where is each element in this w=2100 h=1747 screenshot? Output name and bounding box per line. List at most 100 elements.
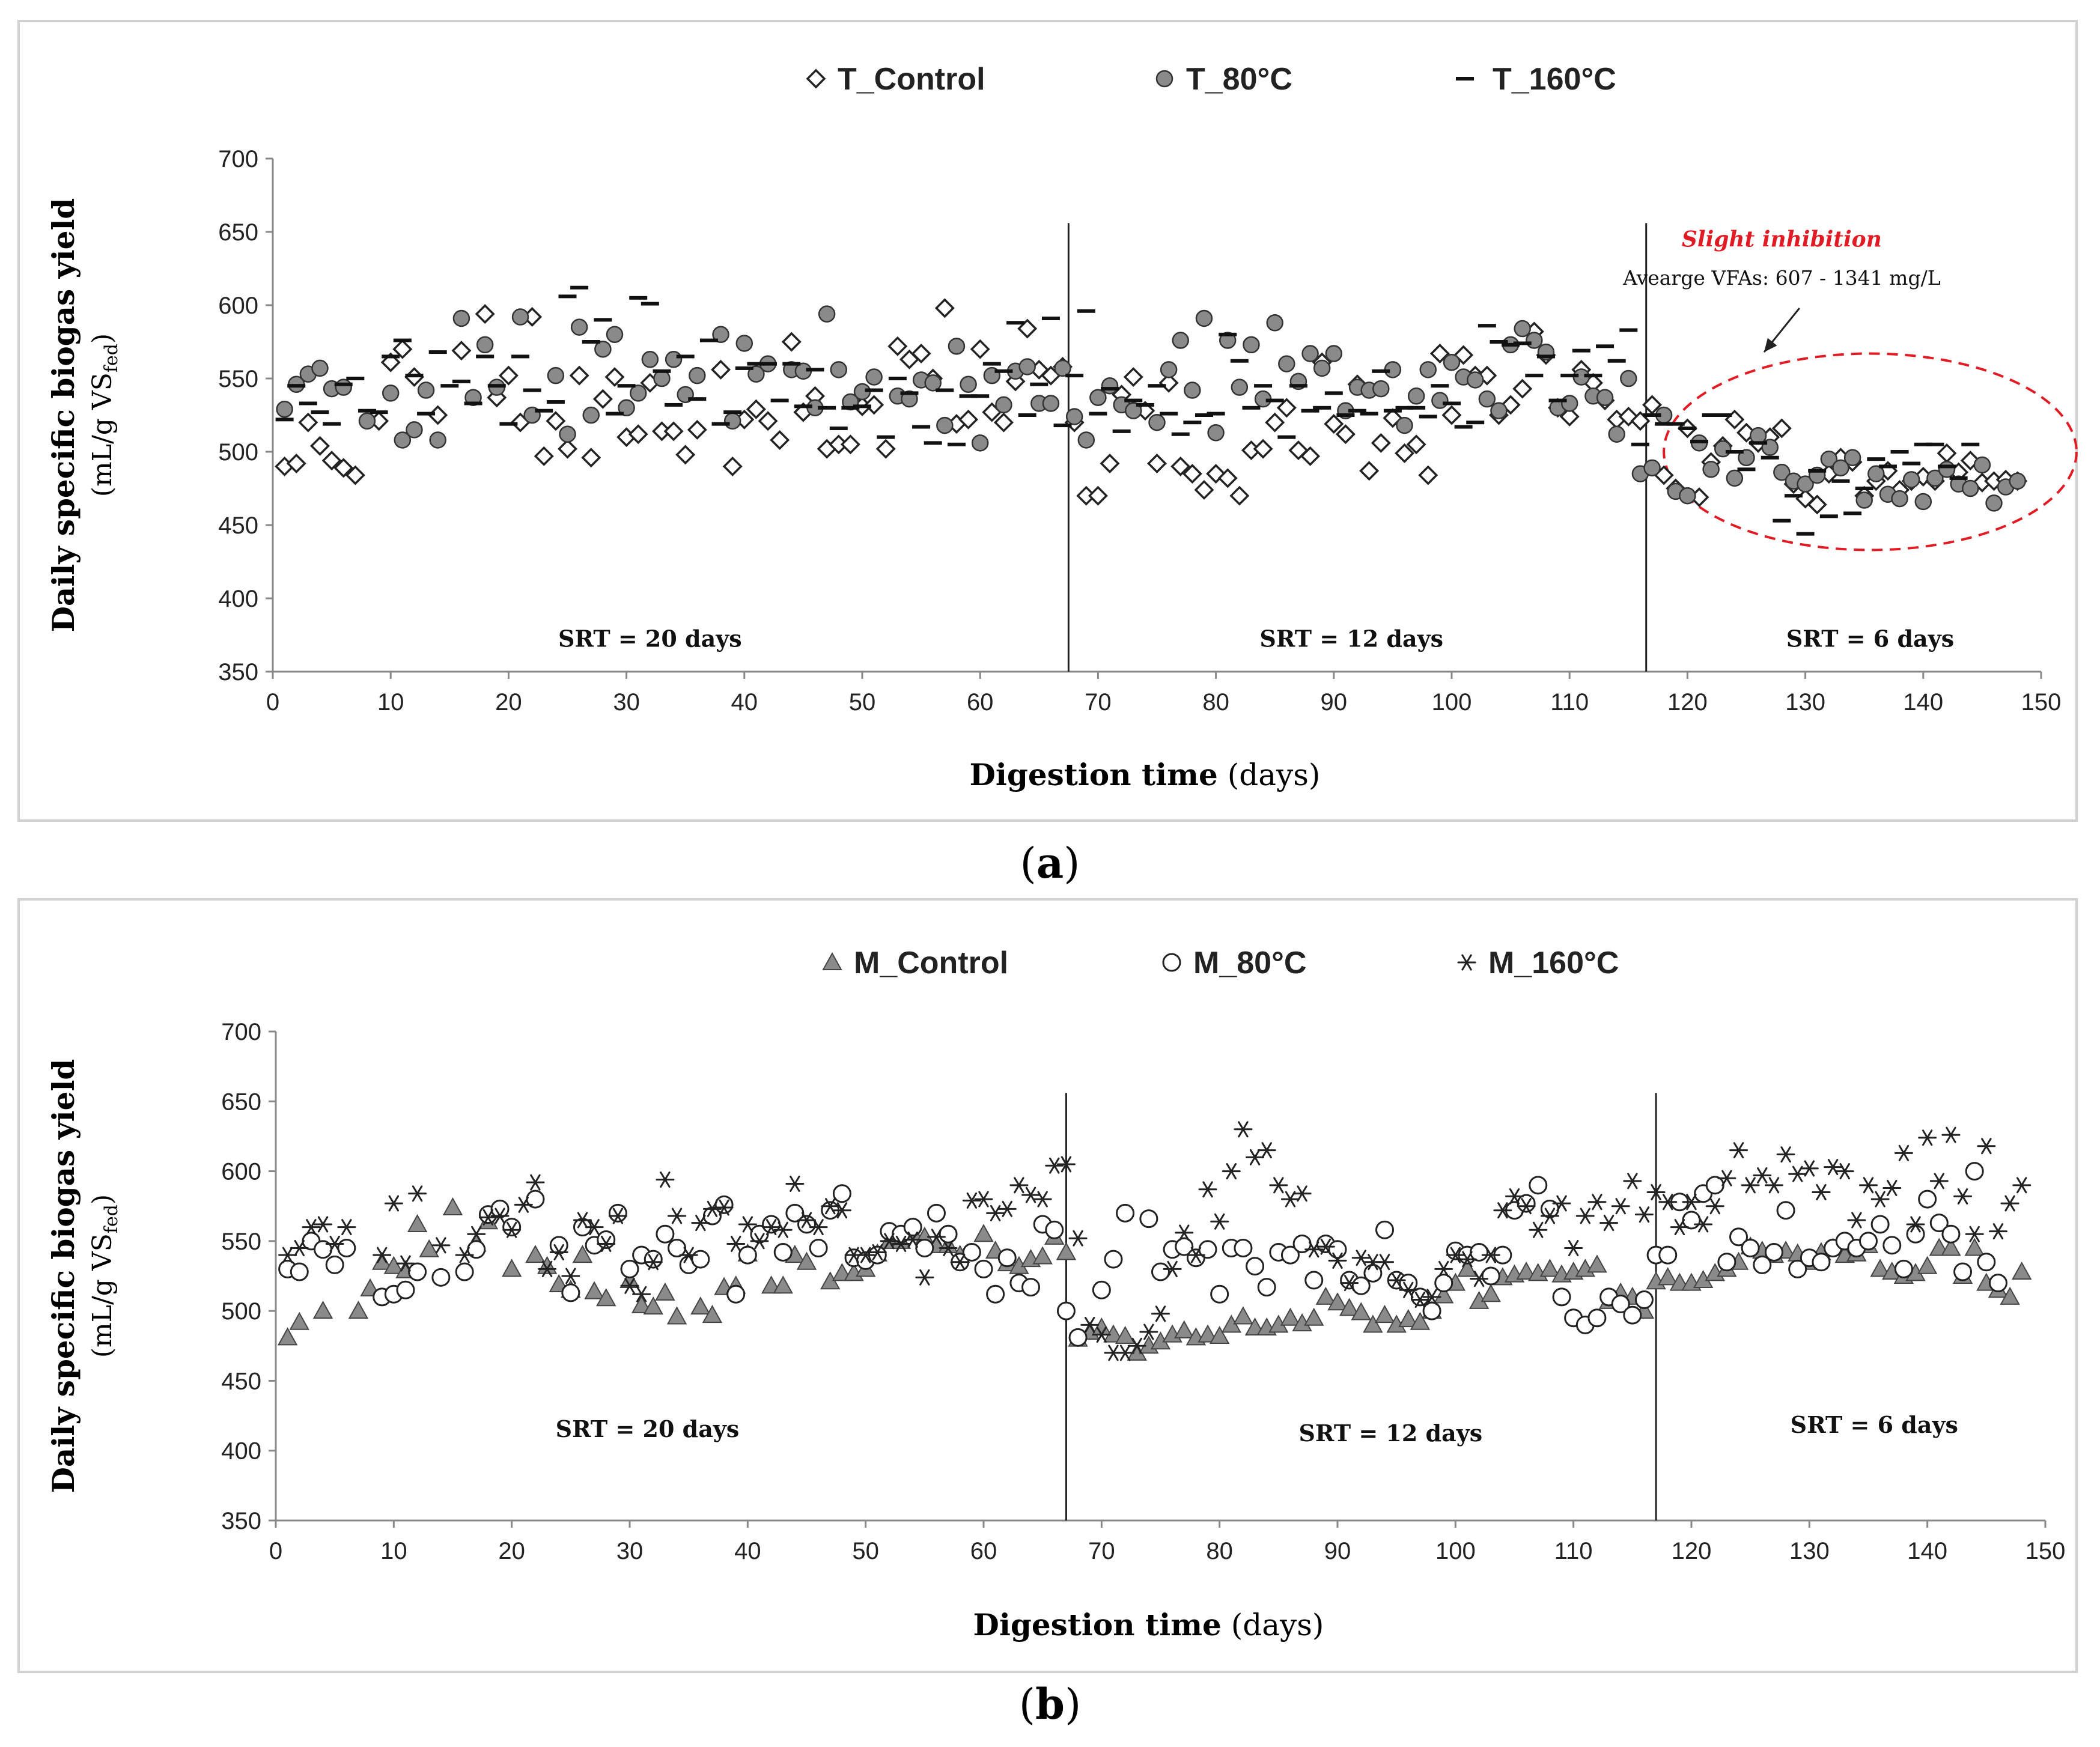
data-point [1855, 491, 1873, 509]
inhibition-ellipse [1663, 352, 2078, 551]
data-point [1077, 309, 1095, 313]
data-point [702, 1200, 722, 1217]
data-point [337, 1219, 356, 1236]
data-point [1265, 398, 1284, 403]
data-point [1870, 1215, 1890, 1234]
data-point [1926, 469, 1944, 487]
data-point [312, 1301, 333, 1319]
data-point [773, 1242, 793, 1262]
data-point [1101, 377, 1119, 395]
data-point [1065, 408, 1083, 425]
data-point [864, 395, 884, 415]
y-tick-label: 450 [218, 512, 258, 539]
data-point [1608, 425, 1625, 443]
data-point [711, 422, 730, 426]
data-point [628, 424, 648, 445]
data-point [1867, 465, 1885, 482]
data-point [1410, 1292, 1429, 1308]
data-point [455, 1247, 474, 1263]
data-point [606, 326, 624, 344]
data-point [498, 365, 519, 386]
data-point [1552, 1195, 1571, 1212]
data-point [936, 388, 954, 392]
data-point [865, 388, 883, 392]
data-point [1552, 1287, 1571, 1307]
data-point [1490, 402, 1508, 419]
data-point [841, 406, 860, 410]
x-tick-label: 80 [1202, 689, 1229, 716]
data-point [782, 362, 801, 366]
data-point [1973, 456, 1991, 474]
data-point [1103, 1324, 1124, 1343]
data-point [1902, 471, 1920, 488]
panel-label-b-open: ( [1018, 1680, 1036, 1729]
y-tick-label: 650 [221, 1089, 261, 1115]
data-point [1560, 395, 1578, 412]
data-point [689, 366, 706, 384]
data-point [1372, 369, 1390, 373]
data-point [773, 1275, 793, 1294]
data-point [1195, 413, 1213, 417]
y-tick-label: 400 [221, 1438, 261, 1465]
data-point [1575, 1208, 1595, 1224]
data-point [1301, 409, 1319, 413]
data-point [618, 399, 635, 417]
x-tick-label: 30 [616, 1538, 644, 1564]
data-point [526, 1174, 545, 1191]
data-point [451, 341, 472, 361]
data-point [1186, 1247, 1205, 1263]
data-point [1620, 369, 1637, 387]
y-tick-label: 350 [221, 1508, 261, 1534]
data-point [511, 354, 530, 359]
data-point [1611, 1295, 1630, 1314]
data-point [1182, 464, 1202, 484]
data-point [1859, 1177, 1878, 1194]
data-point [431, 1268, 451, 1287]
data-point [1371, 433, 1391, 453]
y-axis-unit: (mL/g VSfed) [87, 333, 122, 497]
x-tick-label: 120 [1667, 689, 1708, 716]
data-point [1572, 348, 1590, 353]
data-point [1030, 382, 1048, 386]
data-point [1634, 1290, 1654, 1310]
data-point [1243, 336, 1260, 354]
data-point [1470, 1271, 1489, 1287]
data-point [939, 1239, 958, 1256]
data-point [1042, 395, 1060, 412]
data-point [1139, 1209, 1158, 1229]
data-point [723, 410, 742, 415]
data-point [276, 400, 293, 418]
data-point [597, 1236, 616, 1253]
data-point [1313, 406, 1332, 410]
annotation-text: Avearge VFAs: 607 - 1341 mg/L [1622, 266, 1941, 290]
data-point [417, 412, 436, 416]
data-point [1929, 1214, 1949, 1233]
legend-marker [1457, 954, 1476, 971]
data-point [1587, 1308, 1607, 1328]
data-point [1339, 1298, 1360, 1316]
srt-label: SRT = 20 days [556, 1415, 740, 1442]
data-point [417, 381, 435, 399]
data-point [1705, 1198, 1724, 1215]
data-point [794, 404, 812, 409]
data-point [1289, 384, 1307, 388]
legend-label: M_80°C [1193, 946, 1306, 980]
data-point [1516, 1261, 1536, 1280]
x-tick-label: 70 [1085, 689, 1112, 716]
data-point [1634, 1206, 1654, 1223]
data-point [735, 366, 753, 370]
data-point [358, 409, 376, 413]
data-point [1147, 454, 1167, 473]
data-point [1670, 1219, 1689, 1236]
data-point [1280, 1245, 1300, 1265]
data-point [1018, 358, 1036, 375]
data-point [2000, 1286, 2020, 1305]
data-point [1443, 353, 1461, 371]
data-point [829, 426, 848, 430]
data-point [1363, 1263, 1383, 1283]
data-point [1304, 1307, 1324, 1326]
data-point [419, 1239, 439, 1257]
data-point [1926, 442, 1944, 446]
data-point [1988, 1274, 2007, 1293]
data-point [1151, 1305, 1170, 1322]
